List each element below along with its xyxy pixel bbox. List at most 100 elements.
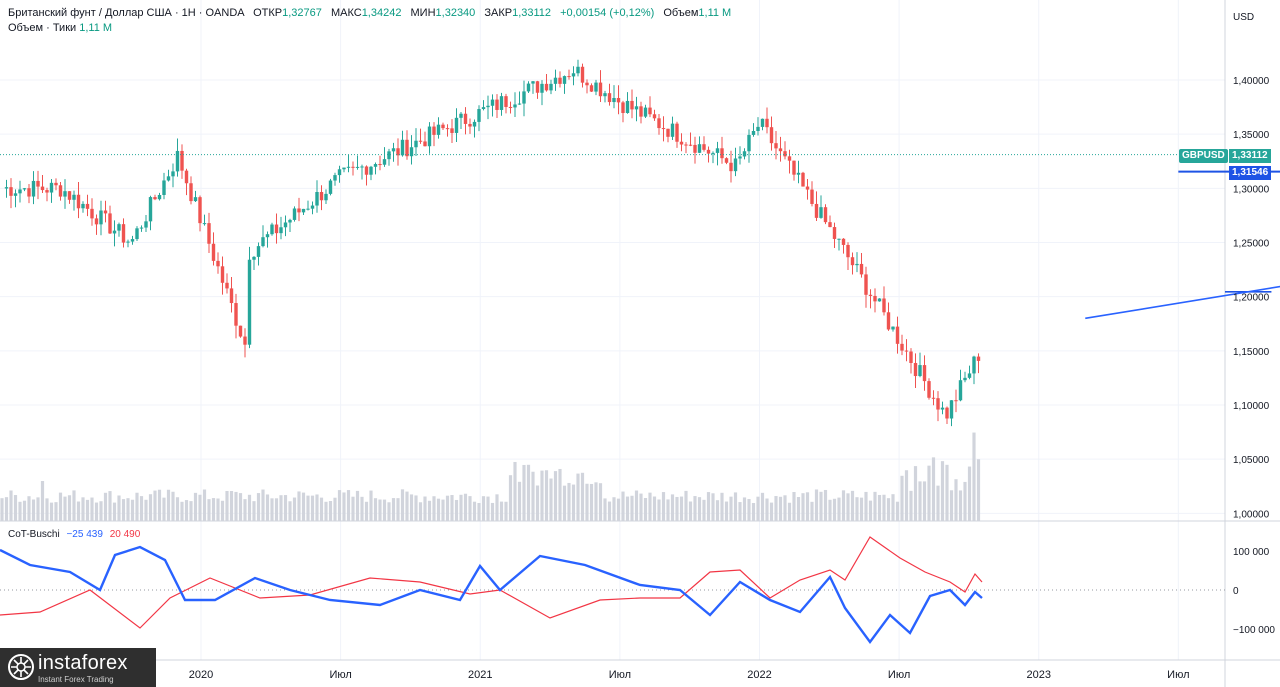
candle [877, 298, 882, 302]
candle-body [693, 144, 697, 153]
candle-body [130, 239, 135, 242]
time-tick-label: Июл [888, 669, 910, 681]
candle [612, 85, 616, 109]
volume-bar [175, 497, 180, 521]
volume-bar [913, 466, 918, 521]
candle-body [166, 176, 171, 181]
candle-body [589, 85, 594, 92]
candle-body [895, 326, 900, 344]
volume-bar [630, 495, 634, 521]
candle [54, 178, 58, 191]
candle [468, 118, 472, 134]
candle [738, 146, 742, 165]
candle-body [414, 140, 418, 148]
candle [36, 170, 40, 200]
candle-body [378, 164, 382, 166]
candle [427, 122, 432, 154]
volume-bar [589, 483, 594, 521]
candle-body [450, 128, 454, 133]
volume-bar [382, 499, 387, 521]
cot-title: CoT-Buschi [8, 529, 60, 540]
candle [76, 181, 81, 219]
cot-blue-line [0, 545, 983, 645]
volume-bar [207, 499, 211, 521]
candle [562, 75, 567, 94]
candle [328, 178, 333, 196]
candle-body [85, 203, 90, 209]
candle-body [432, 126, 436, 135]
candle [378, 155, 382, 171]
close-value: 1,33112 [512, 7, 552, 19]
candle [522, 80, 526, 117]
candle [382, 147, 387, 167]
volume-bar [283, 495, 288, 521]
candle [945, 406, 949, 424]
candle [193, 190, 198, 202]
candle [841, 238, 846, 254]
volume-bar [841, 490, 846, 521]
currency-label[interactable]: USD [1233, 12, 1255, 23]
candle [774, 131, 778, 160]
high-value: 1,34242 [361, 7, 402, 19]
candle [823, 204, 828, 225]
candle [409, 135, 414, 165]
candle-body [49, 182, 54, 193]
candle-body [859, 263, 864, 275]
candle-body [963, 377, 967, 381]
volume-bar [360, 496, 364, 521]
candle-body [540, 83, 544, 93]
volume-bar [396, 498, 400, 521]
candle [922, 355, 927, 391]
candle-body [292, 208, 297, 220]
volume-bar [958, 490, 963, 521]
candle-body [697, 144, 702, 153]
volume-bar [832, 498, 837, 521]
candle [99, 200, 103, 236]
volume-value: 1,11 M [698, 7, 732, 19]
candle-body [337, 169, 342, 176]
candle [895, 316, 900, 354]
candle-body [9, 187, 13, 196]
candle-body [504, 96, 508, 107]
candle [535, 80, 540, 99]
volume-bar [306, 495, 310, 521]
candle [373, 162, 378, 175]
volume-bar [895, 501, 900, 521]
candle [576, 59, 580, 77]
candle-body [342, 167, 346, 170]
candle [310, 201, 315, 215]
candle [747, 129, 751, 163]
candle [585, 79, 589, 94]
close-label: ЗАКР [484, 7, 513, 19]
candle-body [684, 144, 688, 146]
candle [598, 70, 603, 102]
candle [369, 165, 373, 181]
volume-bar [954, 479, 958, 521]
candle [891, 326, 895, 332]
candle [553, 69, 558, 91]
candle [432, 122, 436, 147]
candle-body [328, 180, 333, 194]
candle [351, 161, 355, 176]
candle-body [558, 77, 562, 84]
volume-bar [135, 492, 139, 521]
candle [324, 189, 328, 205]
candle-body [184, 170, 189, 184]
candle [121, 218, 126, 248]
candle [180, 144, 184, 179]
instrument-title: Британский фунт / Доллар США · 1Н · OAND… [8, 7, 245, 19]
cot-red-line [0, 536, 983, 629]
volume-bar [544, 470, 549, 521]
volume-bar [661, 492, 666, 521]
candle [517, 91, 522, 105]
volume-bar [639, 493, 643, 521]
volume-bar [517, 481, 522, 521]
candle-body [490, 99, 495, 106]
candle [139, 225, 144, 232]
volume-bar [459, 494, 463, 521]
candle [801, 171, 805, 187]
volume-histogram [0, 432, 981, 521]
volume-bar [805, 492, 810, 521]
candle-body [850, 257, 855, 266]
